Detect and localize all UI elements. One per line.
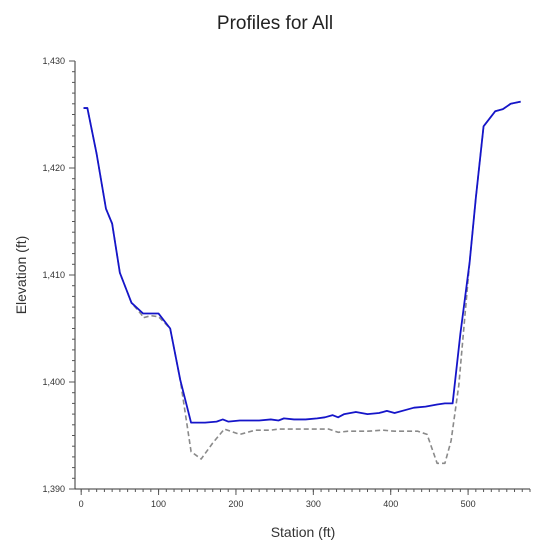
x-tick-label: 0 [79, 499, 84, 509]
ground-profile-line [83, 100, 521, 465]
y-tick-label: 1,400 [42, 377, 65, 387]
y-tick-label: 1,410 [42, 270, 65, 280]
water-surface-line [83, 100, 521, 424]
y-tick-label: 1,420 [42, 163, 65, 173]
y-tick-label: 1,430 [42, 56, 65, 66]
y-tick-label: 1,390 [42, 484, 65, 494]
x-tick-label: 100 [151, 499, 166, 509]
x-tick-label: 300 [306, 499, 321, 509]
axes [74, 61, 530, 490]
series-layer [83, 100, 521, 465]
x-tick-label: 500 [461, 499, 476, 509]
x-tick-label: 200 [228, 499, 243, 509]
y-ticks: 1,390 1,400 1,410 1,420 1,430 [42, 56, 75, 494]
chart-title: Profiles for All [217, 13, 333, 34]
x-ticks: 0 100 200 300 400 500 [79, 489, 476, 509]
x-axis-label: Station (ft) [271, 524, 336, 540]
y-axis-label: Elevation (ft) [13, 236, 29, 315]
x-tick-label: 400 [383, 499, 398, 509]
minor-ticks [72, 60, 531, 492]
